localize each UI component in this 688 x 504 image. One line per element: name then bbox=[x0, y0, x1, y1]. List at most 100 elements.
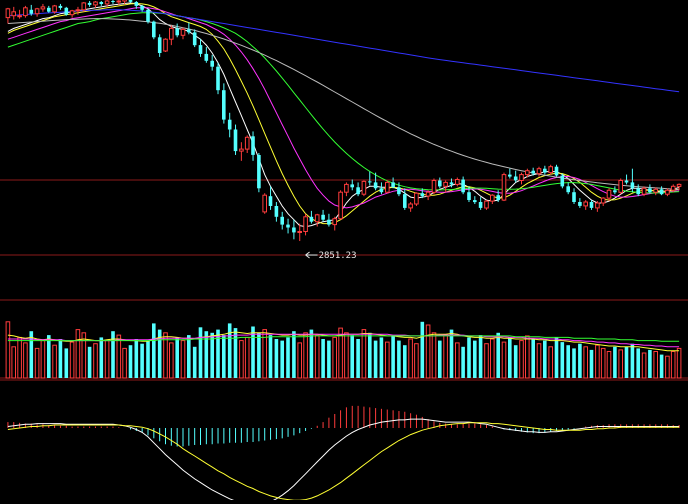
volume-bar bbox=[467, 337, 471, 378]
candle-body bbox=[624, 180, 629, 183]
volume-bar bbox=[484, 343, 489, 379]
candle-body bbox=[484, 200, 489, 209]
candle-body bbox=[536, 168, 542, 175]
volume-bar bbox=[5, 321, 11, 379]
candle-body bbox=[361, 180, 367, 195]
candle-body bbox=[600, 197, 606, 204]
volume-bar bbox=[473, 340, 477, 378]
volume-bar bbox=[321, 339, 325, 378]
price-ma-line-0 bbox=[7, 2, 680, 228]
candle-body bbox=[356, 187, 360, 195]
candle-body bbox=[508, 174, 512, 177]
volume-bar bbox=[222, 335, 226, 378]
candle-body bbox=[350, 184, 354, 188]
volume-bar bbox=[513, 345, 518, 378]
candle-body bbox=[397, 187, 401, 195]
volume-bar bbox=[309, 329, 314, 378]
volume-bar bbox=[262, 329, 267, 379]
volume-bar bbox=[554, 337, 559, 378]
volume-bar bbox=[29, 331, 34, 378]
volume-bar bbox=[99, 337, 104, 378]
volume-bar bbox=[385, 341, 390, 379]
volume-bar bbox=[227, 323, 232, 378]
volume-bar bbox=[244, 336, 250, 379]
volume-bar bbox=[87, 346, 92, 378]
volume-bar bbox=[52, 344, 57, 379]
volume-bar bbox=[536, 343, 542, 379]
volume-bar bbox=[496, 332, 500, 378]
low-price-label: 2851.23 bbox=[319, 251, 357, 261]
volume-bar bbox=[379, 337, 384, 378]
candle-body bbox=[222, 90, 226, 120]
volume-bar bbox=[578, 343, 582, 378]
volume-bar bbox=[152, 323, 156, 378]
volume-bar bbox=[443, 334, 448, 379]
candle-body bbox=[227, 119, 232, 130]
candle-body bbox=[11, 11, 16, 17]
candle-body bbox=[23, 7, 28, 17]
volume-bar bbox=[613, 346, 617, 378]
volume-ma-line-2 bbox=[7, 335, 680, 342]
candle-body bbox=[578, 202, 582, 206]
price-ma-line-5 bbox=[7, 9, 680, 93]
volume-bar bbox=[624, 346, 629, 378]
candle-body bbox=[75, 9, 81, 12]
volume-bar bbox=[17, 336, 22, 379]
candle-body bbox=[204, 53, 209, 61]
volume-bar bbox=[69, 341, 75, 379]
price-ma-line-3 bbox=[7, 12, 680, 194]
candle-body bbox=[332, 218, 337, 226]
candle-body bbox=[262, 194, 267, 213]
volume-bar bbox=[618, 349, 624, 379]
candle-body bbox=[180, 28, 186, 36]
candle-body bbox=[513, 176, 518, 181]
candle-body bbox=[641, 187, 647, 195]
volume-bar bbox=[327, 340, 331, 378]
candle-body bbox=[40, 6, 46, 10]
candle-body bbox=[478, 202, 483, 208]
volume-bar bbox=[548, 346, 554, 379]
volume-bar bbox=[438, 340, 442, 378]
volume-bar bbox=[128, 345, 133, 378]
candle-body bbox=[431, 180, 437, 193]
candle-body bbox=[169, 27, 174, 40]
volume-bar bbox=[314, 334, 320, 379]
candle-body bbox=[420, 193, 425, 197]
volume-bar bbox=[478, 335, 483, 378]
volume-bar bbox=[361, 329, 367, 379]
candle-body bbox=[58, 5, 63, 8]
volume-bar bbox=[47, 335, 51, 378]
candle-body bbox=[467, 192, 471, 200]
candle-body bbox=[425, 191, 431, 197]
candle-body bbox=[152, 21, 156, 38]
volume-bar bbox=[104, 340, 110, 379]
volume-bar bbox=[600, 347, 606, 379]
candle-body bbox=[344, 183, 349, 193]
candle-body bbox=[659, 189, 664, 195]
candle-body bbox=[630, 182, 635, 189]
candle-body bbox=[122, 0, 127, 2]
candle-body bbox=[239, 148, 244, 152]
volume-bar bbox=[204, 331, 209, 378]
volume-bar bbox=[420, 321, 425, 378]
candle-body bbox=[292, 227, 296, 233]
candle-body bbox=[29, 9, 34, 14]
candle-body bbox=[455, 179, 460, 185]
candle-body bbox=[618, 180, 624, 193]
volume-bar bbox=[303, 332, 308, 379]
candle-body bbox=[461, 179, 465, 193]
volume-bar bbox=[116, 334, 122, 379]
candle-body bbox=[653, 188, 659, 193]
candle-body bbox=[140, 5, 144, 10]
volume-bar bbox=[368, 332, 372, 378]
candle-body bbox=[438, 180, 442, 187]
volume-bar bbox=[297, 342, 302, 379]
volume-bar bbox=[373, 340, 378, 378]
candle-body bbox=[403, 194, 407, 208]
candle-body bbox=[368, 181, 372, 183]
low-marker-arrow bbox=[305, 251, 310, 259]
candle-body bbox=[490, 194, 495, 202]
volume-bar bbox=[280, 340, 284, 378]
candle-body bbox=[251, 136, 255, 155]
